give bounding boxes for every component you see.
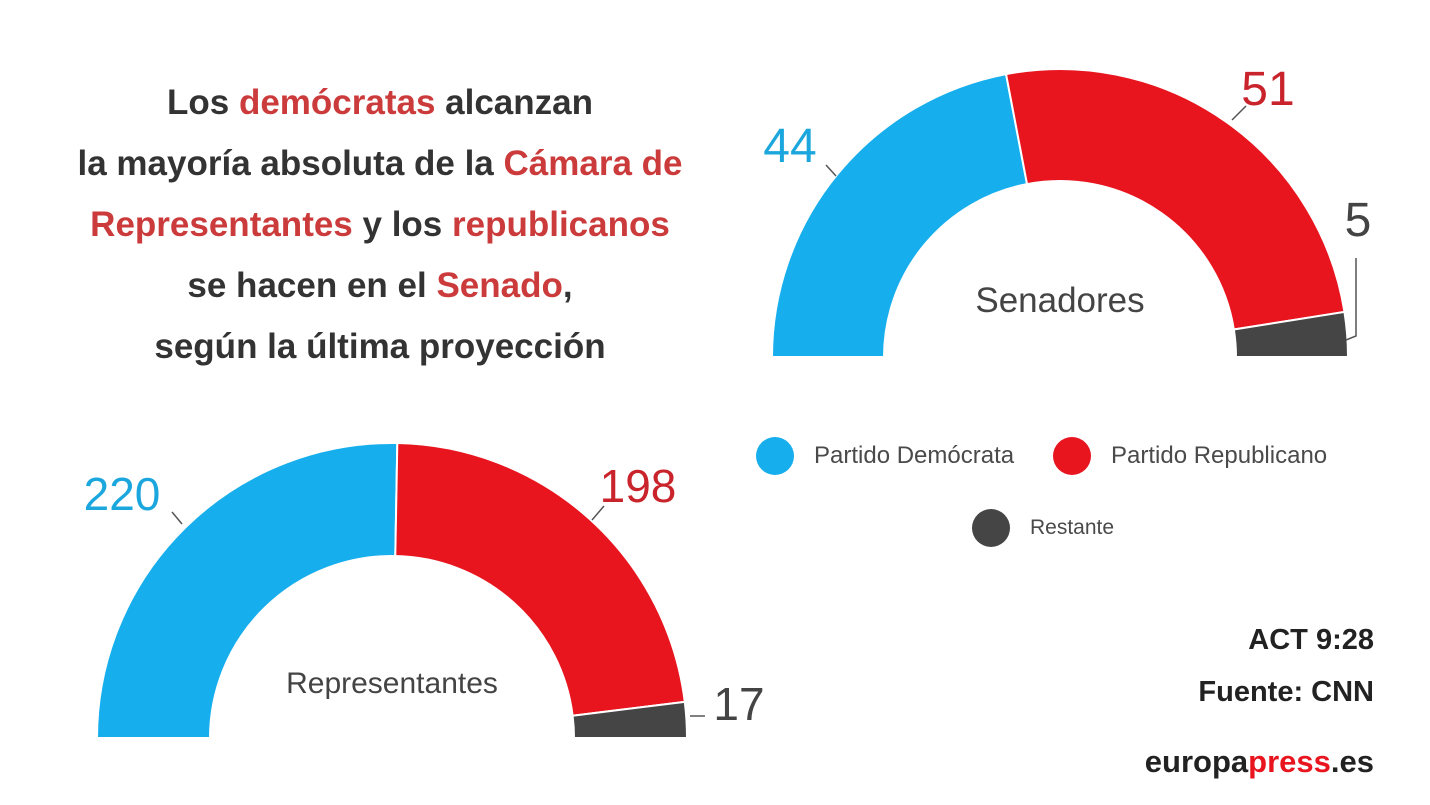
senado-leader-republican (1231, 105, 1247, 121)
brand-logo: europapress.es (1145, 744, 1374, 780)
headline-text: y los (352, 205, 452, 244)
rep-value-label-republican: 198 (600, 460, 677, 512)
rep-leader-democrat (171, 511, 183, 525)
senado-slice-remaining (1232, 310, 1350, 358)
headline-highlight: republicanos (452, 205, 670, 244)
legend-republican: Partido Republicano (1053, 437, 1327, 475)
legend-label-remaining: Restante (1030, 516, 1115, 539)
headline-text: , (562, 266, 573, 305)
rep-leader-republican (591, 505, 605, 521)
democrat-swatch-icon (756, 437, 794, 475)
rep-value-label-remaining: 17 (713, 678, 764, 730)
headline-text: según la última proyección (154, 327, 606, 366)
remaining-swatch-icon (972, 509, 1010, 547)
legend-label-democrat: Partido Demócrata (814, 442, 1015, 469)
senado-slice-republican (1004, 68, 1346, 331)
senado-value-label-democrat: 44 (763, 120, 816, 173)
source-note: Fuente: CNN (1198, 676, 1374, 708)
rep-value-label-democrat: 220 (84, 468, 161, 520)
legend-remaining: Restante (972, 509, 1114, 547)
rep-slice-democrat (95, 442, 399, 739)
republican-swatch-icon (1053, 437, 1091, 475)
legend-label-republican: Partido Republicano (1111, 442, 1328, 469)
headline-text: alcanzan (435, 83, 593, 122)
house-chart-title: Representantes (286, 667, 498, 700)
legend-democrat: Partido Demócrata (756, 437, 1014, 475)
headline-text: se hacen en el (187, 266, 437, 305)
senate-chart-title: Senadores (975, 281, 1144, 320)
headline-text: la mayoría absoluta de la (77, 144, 504, 183)
headline-highlight: Senado (436, 266, 563, 305)
brand-part-2: press (1248, 744, 1331, 779)
senado-value-label-remaining: 5 (1345, 194, 1372, 247)
headline-highlight: Representantes (90, 205, 353, 244)
senado-slice-democrat (770, 72, 1029, 358)
headline-text: Los (166, 83, 239, 122)
headline: Los demócratas alcanzan la mayoría absolu… (30, 72, 730, 377)
headline-highlight: Cámara de (503, 144, 683, 183)
senado-value-label-republican: 51 (1241, 63, 1294, 116)
senado-leader-remaining (1345, 258, 1357, 341)
brand-part-3: .es (1330, 744, 1374, 779)
brand-part-1: europa (1144, 744, 1249, 779)
senado-leader-democrat (825, 164, 837, 177)
rep-slice-remaining (571, 700, 689, 739)
update-time: ACT 9:28 (1248, 624, 1374, 656)
rep-slice-republican (394, 442, 686, 717)
headline-highlight: demócratas (238, 83, 436, 122)
